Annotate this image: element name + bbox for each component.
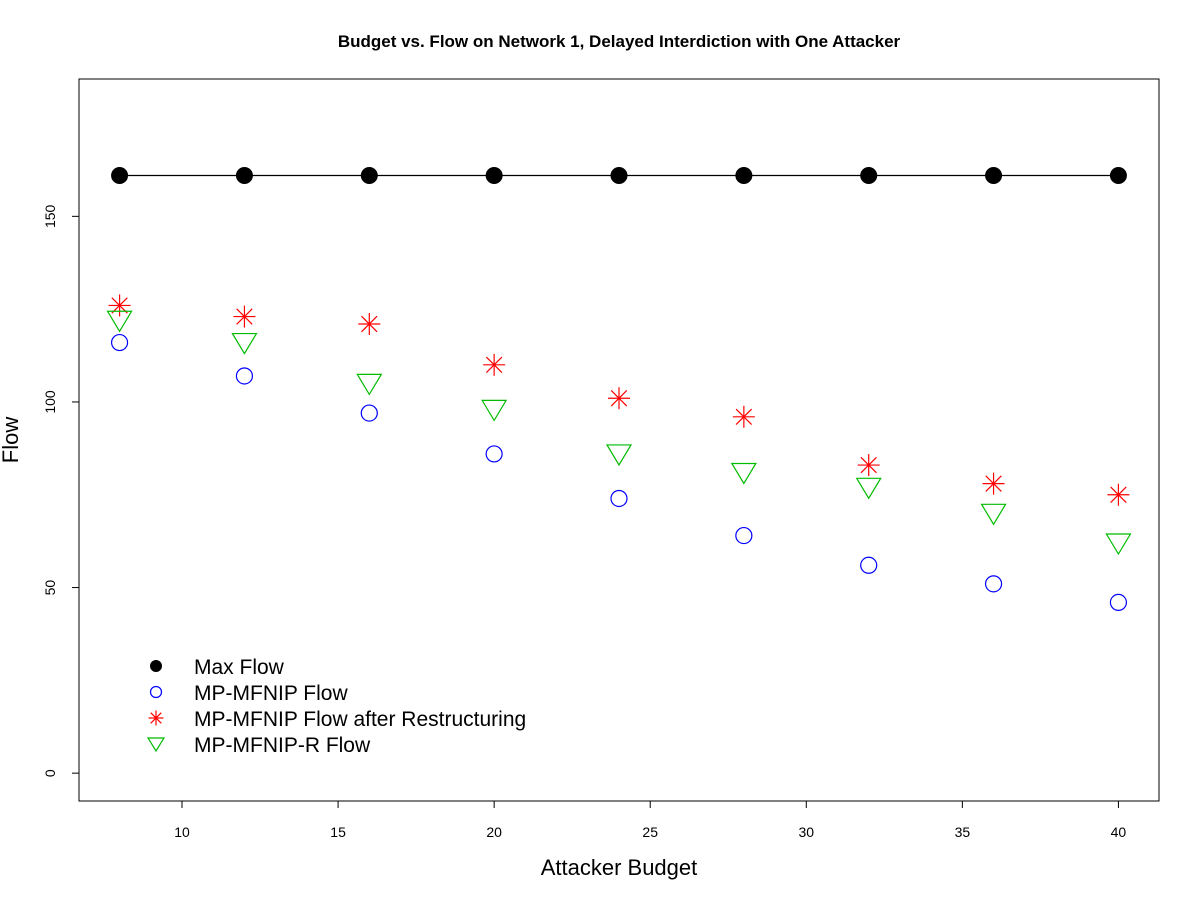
legend-marker [148, 710, 164, 726]
legend-label: Max Flow [194, 656, 285, 679]
legend-item: Max Flow [150, 656, 285, 679]
legend-label: MP-MFNIP Flow [194, 682, 348, 705]
plot-frame [78, 78, 1160, 802]
data-point [985, 167, 1003, 185]
asterisk-stroke [735, 408, 753, 426]
x-tick-label: 15 [330, 824, 346, 840]
x-tick-label: 30 [798, 824, 814, 840]
data-point [984, 575, 1003, 593]
data-point [235, 167, 253, 185]
asterisk-stroke [111, 297, 128, 314]
legend-label: MP-MFNIP-R Flow [194, 734, 371, 757]
data-point [735, 167, 753, 185]
data-point [857, 454, 880, 477]
x-axis-label: Attacker Budget [541, 855, 698, 880]
asterisk-stroke [610, 390, 628, 407]
data-point [360, 404, 378, 422]
series-0 [111, 167, 1127, 185]
data-point [106, 310, 133, 333]
data-point [1105, 533, 1132, 556]
asterisk-stroke [1110, 486, 1127, 503]
y-tick-label: 50 [42, 580, 58, 596]
data-point [860, 167, 878, 185]
data-point [980, 503, 1007, 526]
x-tick-label: 10 [174, 824, 190, 840]
legend-marker [146, 737, 166, 753]
x-tick-label: 40 [1111, 824, 1127, 840]
asterisk-stroke [985, 475, 1002, 492]
data-point [233, 305, 256, 328]
data-point [235, 367, 254, 385]
data-point [111, 167, 129, 185]
legend: Max Flow MP-MFNIP Flow MP-MFNIP Flow after… [146, 656, 526, 757]
data-point [855, 477, 882, 500]
asterisk-stroke [150, 712, 162, 724]
y-axis: 0 50 100 150 [42, 204, 79, 777]
data-point [356, 373, 383, 396]
data-point [982, 472, 1005, 495]
x-axis: 10 15 20 25 30 35 40 [174, 801, 1126, 840]
data-point [110, 333, 129, 352]
data-point [1109, 593, 1128, 612]
data-point [485, 167, 503, 185]
data-point [485, 445, 503, 463]
legend-marker [149, 685, 163, 699]
data-point [610, 167, 628, 185]
data-point [730, 462, 757, 485]
legend-item: MP-MFNIP-R Flow [146, 734, 371, 757]
legend-item: MP-MFNIP Flow [149, 682, 348, 705]
data-point [481, 399, 508, 422]
x-tick-label: 20 [486, 824, 502, 840]
series-1 [110, 333, 1128, 612]
data-point [608, 387, 630, 410]
data-point [860, 556, 878, 574]
x-tick-label: 35 [955, 824, 971, 840]
y-tick-label: 100 [42, 390, 58, 414]
data-point [735, 526, 753, 545]
data-point [360, 167, 378, 185]
data-point [732, 405, 755, 428]
data-point [1107, 483, 1130, 506]
series-3 [106, 310, 1132, 556]
data-point [1109, 167, 1127, 185]
series-layer [106, 167, 1132, 612]
x-tick-label: 25 [642, 824, 658, 840]
data-point [610, 489, 628, 508]
legend-item: MP-MFNIP Flow after Restructuring [148, 708, 526, 731]
data-point [358, 312, 381, 335]
y-tick-label: 150 [42, 204, 58, 228]
data-point [231, 332, 258, 355]
asterisk-stroke [236, 308, 253, 325]
data-point [605, 444, 633, 467]
y-tick-label: 0 [42, 769, 58, 777]
asterisk-stroke [485, 356, 503, 374]
asterisk-stroke [361, 315, 378, 333]
asterisk-stroke [860, 456, 877, 474]
legend-marker [150, 660, 162, 672]
y-axis-label: Flow [0, 417, 23, 464]
series-2 [108, 294, 1130, 506]
chart-title: Budget vs. Flow on Network 1, Delayed In… [338, 32, 901, 51]
data-point [108, 294, 131, 317]
legend-label: MP-MFNIP Flow after Restructuring [194, 708, 526, 731]
data-point [483, 353, 506, 376]
